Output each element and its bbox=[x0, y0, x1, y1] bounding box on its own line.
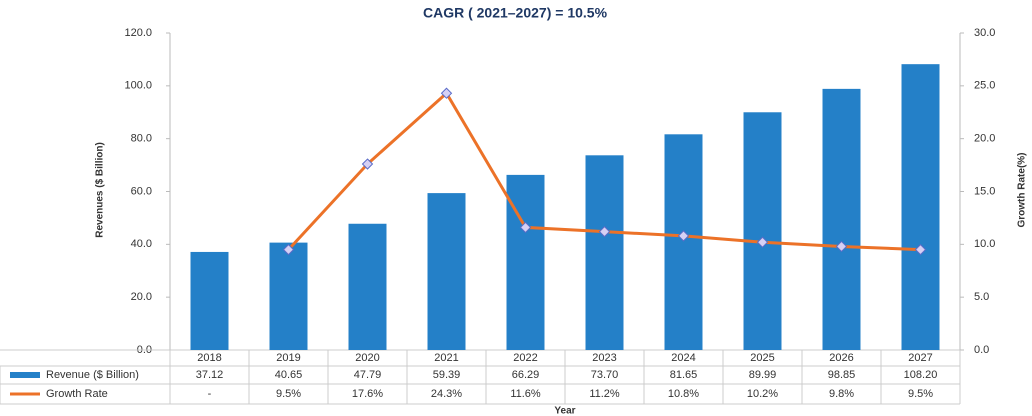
x-tick-label: 2019 bbox=[276, 352, 300, 364]
growth-marker bbox=[756, 236, 769, 248]
growth-marker bbox=[598, 225, 611, 238]
x-tick-label: 2023 bbox=[592, 352, 616, 364]
bar bbox=[901, 64, 940, 351]
bar bbox=[664, 134, 703, 350]
table-value: 17.6% bbox=[352, 388, 383, 400]
y-axis-title: Revenues ($ Billion) bbox=[95, 142, 106, 238]
chart-title: CAGR ( 2021–2027) = 10.5% bbox=[423, 5, 608, 21]
x-tick-label: 2021 bbox=[434, 352, 458, 364]
table-value: 40.65 bbox=[275, 369, 303, 381]
bar bbox=[348, 223, 387, 350]
bar bbox=[585, 155, 624, 350]
bar bbox=[269, 242, 308, 350]
table-value: 47.79 bbox=[354, 369, 382, 381]
x-tick-label: 2027 bbox=[908, 352, 932, 364]
x-tick-label: 2022 bbox=[513, 352, 537, 364]
growth-marker bbox=[677, 230, 690, 242]
x-tick-label: 2025 bbox=[750, 352, 774, 364]
table-value: 108.20 bbox=[904, 369, 938, 381]
x-tick-label: 2024 bbox=[671, 352, 695, 364]
table-value: 81.65 bbox=[670, 369, 698, 381]
y-tick-label: 120.0 bbox=[124, 27, 152, 39]
y2-tick-label: 30.0 bbox=[974, 27, 995, 39]
table-value: 24.3% bbox=[431, 388, 462, 400]
y2-tick-label: 25.0 bbox=[974, 80, 995, 92]
growth-marker bbox=[282, 243, 295, 256]
y-tick-label: 80.0 bbox=[131, 133, 152, 145]
bar bbox=[427, 193, 466, 350]
growth-marker bbox=[361, 158, 374, 170]
legend-swatch bbox=[10, 372, 40, 378]
table-value: 98.85 bbox=[828, 369, 856, 381]
table-value: 59.39 bbox=[433, 369, 461, 381]
y-tick-label: 20.0 bbox=[131, 291, 152, 303]
bar bbox=[190, 251, 229, 350]
table-value: 10.8% bbox=[668, 388, 699, 400]
x-tick-label: 2018 bbox=[197, 352, 221, 364]
table-value: 11.6% bbox=[510, 388, 541, 400]
table-value: 9.5% bbox=[908, 388, 933, 400]
x-tick-label: 2026 bbox=[829, 352, 853, 364]
y-tick-label: 60.0 bbox=[131, 185, 152, 197]
y2-tick-label: 20.0 bbox=[974, 133, 995, 145]
table-value: 89.99 bbox=[749, 369, 777, 381]
table-value: - bbox=[208, 388, 212, 400]
table-value: 9.8% bbox=[829, 388, 854, 400]
y2-tick-label: 15.0 bbox=[974, 185, 995, 197]
bar bbox=[743, 112, 782, 350]
legend-label: Growth Rate bbox=[46, 388, 108, 400]
legend-label: Revenue ($ Billion) bbox=[46, 369, 139, 381]
y-tick-label: 40.0 bbox=[131, 238, 152, 250]
y2-tick-label: 5.0 bbox=[974, 291, 989, 303]
table-value: 73.70 bbox=[591, 369, 619, 381]
table-value: 9.5% bbox=[276, 388, 301, 400]
x-axis-title: Year bbox=[554, 406, 575, 416]
growth-marker bbox=[914, 243, 927, 256]
y2-tick-label: 0.0 bbox=[974, 344, 989, 356]
y2-axis-title: Growth Rate(%) bbox=[1017, 153, 1028, 228]
table-value: 37.12 bbox=[196, 369, 224, 381]
growth-marker bbox=[440, 87, 453, 99]
bar bbox=[822, 88, 861, 350]
table-value: 11.2% bbox=[589, 388, 620, 400]
x-tick-label: 2020 bbox=[355, 352, 379, 364]
table-value: 10.2% bbox=[747, 388, 778, 400]
growth-marker bbox=[519, 221, 532, 234]
growth-marker bbox=[835, 240, 848, 253]
y-tick-label: 100.0 bbox=[124, 80, 152, 92]
y2-tick-label: 10.0 bbox=[974, 238, 995, 250]
table-value: 66.29 bbox=[512, 369, 540, 381]
bar bbox=[506, 174, 545, 350]
